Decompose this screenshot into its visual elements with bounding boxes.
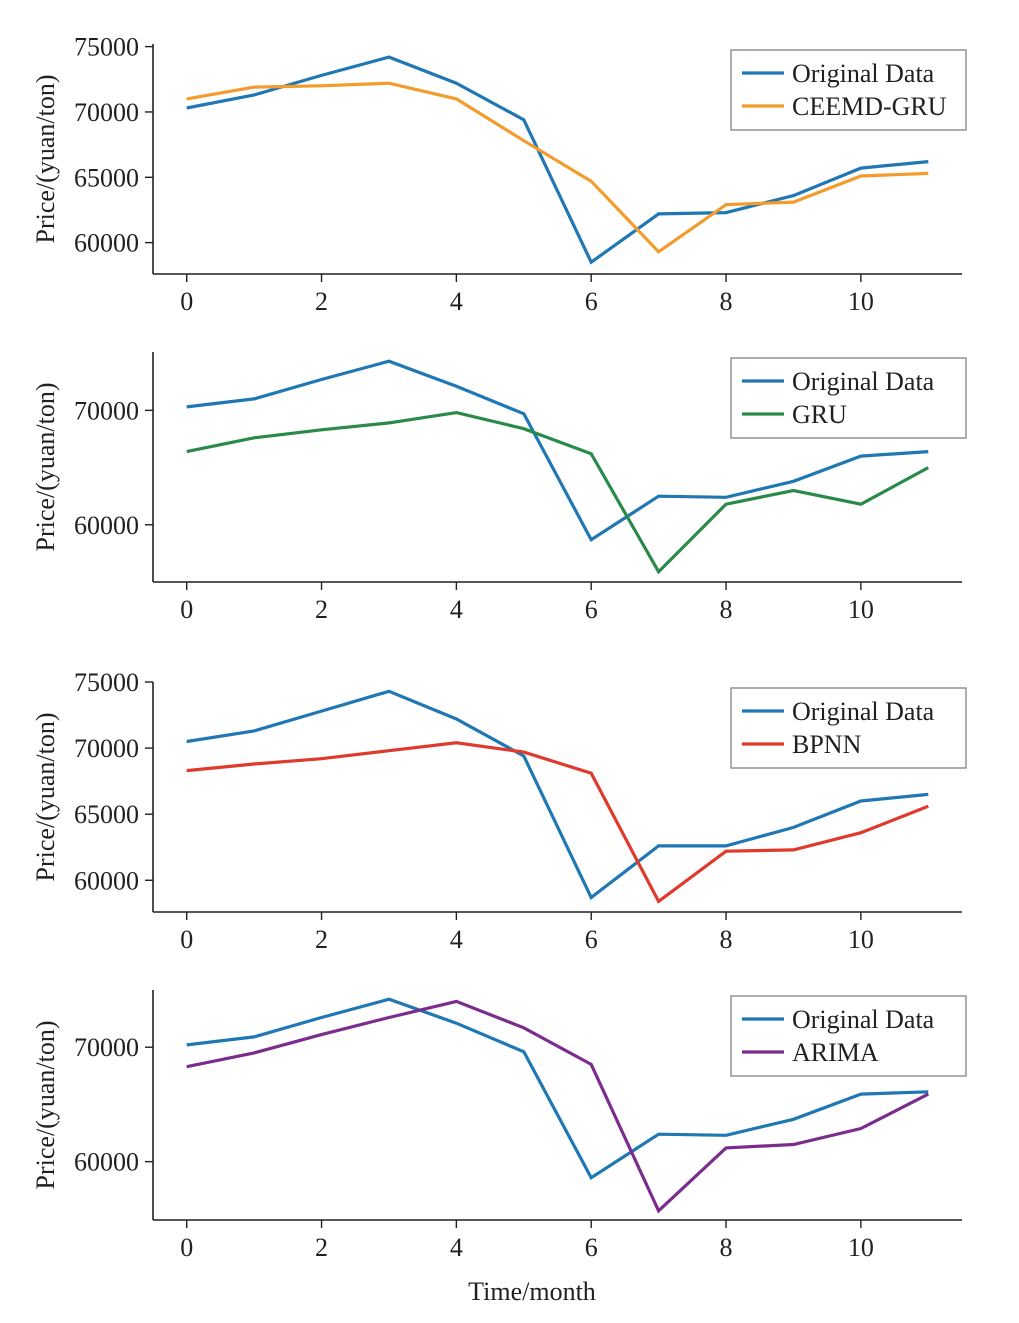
x-tick-label: 8 [720, 287, 733, 316]
legend-frame [730, 687, 967, 769]
x-tick-label: 4 [450, 925, 463, 954]
series-line-gru [186, 410, 930, 575]
series-line-original-data [186, 689, 929, 900]
legend-label: Original Data [792, 59, 935, 88]
x-tick-label: 4 [450, 287, 463, 316]
x-tick-label: 6 [585, 287, 598, 316]
x-tick-label: 2 [315, 1233, 328, 1262]
legend-frame [730, 995, 967, 1077]
y-tick-label: 60000 [74, 511, 139, 540]
y-tick-label: 70000 [74, 396, 139, 425]
series-line-arima [186, 999, 930, 1214]
series-line-original-data [186, 359, 929, 542]
y-tick-label: 65000 [74, 163, 139, 192]
x-tick-label: 6 [585, 925, 598, 954]
x-tick-label: 10 [848, 1233, 874, 1262]
chart-panel-3: 60000 65000 70000 75000 0 2 4 6 8 10 Price/(yuan/t… [31, 668, 967, 954]
legend-label: Original Data [792, 697, 935, 726]
x-tick-label: 0 [180, 1233, 193, 1262]
x-tick-label: 8 [720, 1233, 733, 1262]
legend-label: BPNN [792, 730, 862, 759]
x-tick-label: 10 [848, 287, 874, 316]
y-tick-label: 70000 [74, 1033, 139, 1062]
y-axis-label: Price/(yuan/ton) [31, 713, 60, 882]
legend: Original Data ARIMA [730, 995, 967, 1077]
y-tick-label: 75000 [74, 668, 139, 697]
y-tick-label: 60000 [74, 229, 139, 258]
x-tick-label: 2 [315, 287, 328, 316]
x-tick-label: 10 [848, 595, 874, 624]
y-tick-label: 70000 [74, 98, 139, 127]
x-tick-label: 2 [315, 925, 328, 954]
y-tick-label: 75000 [74, 33, 139, 62]
x-tick-label: 6 [585, 1233, 598, 1262]
series-line-ceemd-gru [186, 81, 929, 254]
x-tick-label: 4 [450, 595, 463, 624]
y-tick-label: 65000 [74, 800, 139, 829]
chart-panel-2: 60000 70000 0 2 4 6 8 10 Price/(yuan/ton) Origina… [31, 352, 967, 624]
legend: Original Data GRU [730, 357, 967, 439]
x-tick-label: 10 [848, 925, 874, 954]
x-tick-label: 0 [180, 925, 193, 954]
chart-panel-1: 60000 65000 70000 75000 0 2 4 6 8 10 Price/(yuan/t… [31, 33, 967, 316]
legend-label: GRU [792, 400, 847, 429]
legend-label: Original Data [792, 367, 935, 396]
x-tick-label: 0 [180, 595, 193, 624]
x-tick-label: 4 [450, 1233, 463, 1262]
series-line-original-data [186, 997, 929, 1180]
x-tick-label: 0 [180, 287, 193, 316]
x-tick-label: 6 [585, 595, 598, 624]
legend: Original Data BPNN [730, 687, 967, 769]
legend-label: ARIMA [792, 1038, 879, 1067]
y-tick-label: 60000 [74, 1148, 139, 1177]
y-axis-label: Price/(yuan/ton) [31, 75, 60, 244]
y-tick-label: 60000 [74, 866, 139, 895]
chart-panel-4: 60000 70000 0 2 4 6 8 10 Price/(yuan/ton) Origina… [31, 990, 967, 1262]
x-axis-label: Time/month [468, 1277, 596, 1306]
x-tick-label: 8 [720, 595, 733, 624]
y-axis-label: Price/(yuan/ton) [31, 383, 60, 552]
y-axis-label: Price/(yuan/ton) [31, 1021, 60, 1190]
legend-label: CEEMD-GRU [792, 92, 947, 121]
series-line-bpnn [186, 741, 929, 904]
y-tick-label: 70000 [74, 734, 139, 763]
legend-frame [730, 357, 967, 439]
legend: Original Data CEEMD-GRU [730, 49, 967, 131]
legend-frame [730, 49, 967, 131]
legend-label: Original Data [792, 1005, 935, 1034]
x-tick-label: 8 [720, 925, 733, 954]
x-tick-label: 2 [315, 595, 328, 624]
series-line-original-data [186, 55, 929, 265]
